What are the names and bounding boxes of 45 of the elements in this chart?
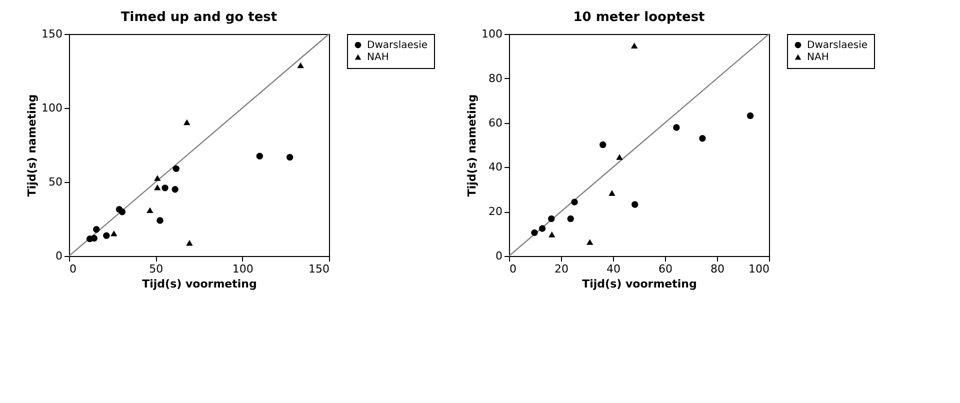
- y-tick-label: 0: [496, 250, 502, 262]
- y-tick-label: 100: [42, 102, 62, 114]
- x-tick-label: 60: [658, 262, 672, 276]
- legend-label: NAH: [807, 52, 829, 63]
- point: [699, 134, 706, 142]
- x-tick-label: 150: [308, 262, 330, 276]
- point: [571, 198, 578, 206]
- point: [631, 201, 638, 208]
- legend-label: Dwarslaesie: [367, 40, 428, 51]
- x-axis-title: Tijd(s) voormeting: [582, 278, 697, 290]
- chart-title: 10 meter looptest: [573, 10, 705, 25]
- point: [608, 190, 616, 196]
- x-axis-title: Tijd(s) voormeting: [142, 278, 257, 290]
- y-tick-label: 100: [482, 28, 502, 40]
- legend-label: NAH: [367, 52, 389, 63]
- point: [630, 42, 638, 48]
- chart-title: Timed up and go test: [120, 10, 278, 25]
- x-tick-label: 0: [70, 262, 76, 276]
- point: [567, 215, 574, 222]
- y-axis-title: Tijd(s) nameting: [26, 94, 39, 197]
- point: [616, 154, 623, 160]
- x-tick-label: 50: [149, 262, 164, 276]
- point: [538, 225, 546, 232]
- point: [600, 141, 606, 148]
- point: [531, 229, 538, 236]
- y-tick-label: 20: [488, 205, 502, 218]
- y-tick-label: 80: [488, 72, 502, 85]
- y-tick-label: 60: [488, 116, 502, 130]
- x-tick-label: 80: [710, 262, 724, 276]
- y-tick-label: 0: [56, 250, 62, 262]
- y-tick-label: 150: [42, 28, 62, 40]
- x-tick-label: 100: [232, 262, 254, 276]
- point: [673, 124, 680, 131]
- y-tick-label: 40: [488, 160, 502, 174]
- x-tick-label: 20: [554, 262, 568, 276]
- point: [548, 232, 556, 238]
- x-tick-label: 100: [748, 262, 770, 276]
- x-tick-label: 40: [606, 262, 620, 276]
- legend-label: Dwarslaesie: [807, 40, 868, 51]
- point: [746, 112, 754, 120]
- x-tick-label: 0: [510, 262, 516, 276]
- y-axis-title: Tijd(s) nameting: [466, 94, 479, 197]
- point: [586, 239, 594, 245]
- y-tick-label: 50: [48, 176, 62, 188]
- point: [548, 215, 555, 222]
